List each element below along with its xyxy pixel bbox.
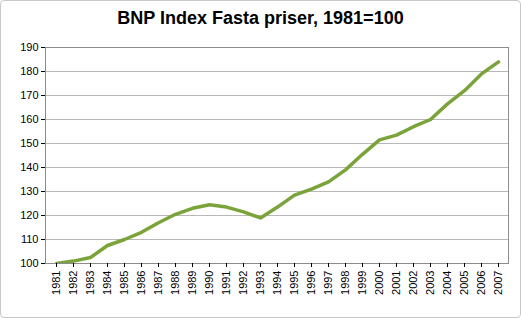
svg-text:1991: 1991 [220,271,232,295]
svg-text:2007: 2007 [492,271,504,295]
svg-text:170: 170 [20,89,38,101]
svg-text:190: 190 [20,41,38,53]
svg-text:1988: 1988 [169,271,181,295]
svg-text:100: 100 [20,257,38,269]
svg-text:2002: 2002 [407,271,419,295]
svg-text:1992: 1992 [237,271,249,295]
svg-text:1987: 1987 [152,271,164,295]
svg-text:1984: 1984 [101,271,113,295]
svg-text:1999: 1999 [356,271,368,295]
svg-text:2005: 2005 [458,271,470,295]
svg-text:1994: 1994 [271,271,283,295]
svg-text:1998: 1998 [339,271,351,295]
svg-text:160: 160 [20,113,38,125]
svg-text:1985: 1985 [118,271,130,295]
svg-text:1996: 1996 [305,271,317,295]
html-text:BNP Index Fasta priser, 1981=1: BNP Index Fasta priser, 1981=100 [117,8,404,28]
svg-text:2000: 2000 [373,271,385,295]
svg-text:150: 150 [20,137,38,149]
svg-text:1981: 1981 [50,271,62,295]
svg-text:140: 140 [20,161,38,173]
svg-text:110: 110 [21,233,39,245]
svg-text:2006: 2006 [475,271,487,295]
svg-text:2001: 2001 [390,271,402,295]
svg-text:2003: 2003 [424,271,436,295]
svg-text:130: 130 [20,185,38,197]
svg-text:1997: 1997 [322,271,334,295]
svg-text:120: 120 [20,209,38,221]
svg-text:1986: 1986 [135,271,147,295]
svg-text:1989: 1989 [186,271,198,295]
svg-text:180: 180 [20,65,38,77]
svg-text:1990: 1990 [203,271,215,295]
svg-text:1982: 1982 [67,271,79,295]
svg-text:1983: 1983 [84,271,96,295]
svg-text:1995: 1995 [288,271,300,295]
svg-text:2004: 2004 [441,271,453,295]
svg-text:1993: 1993 [254,271,266,295]
